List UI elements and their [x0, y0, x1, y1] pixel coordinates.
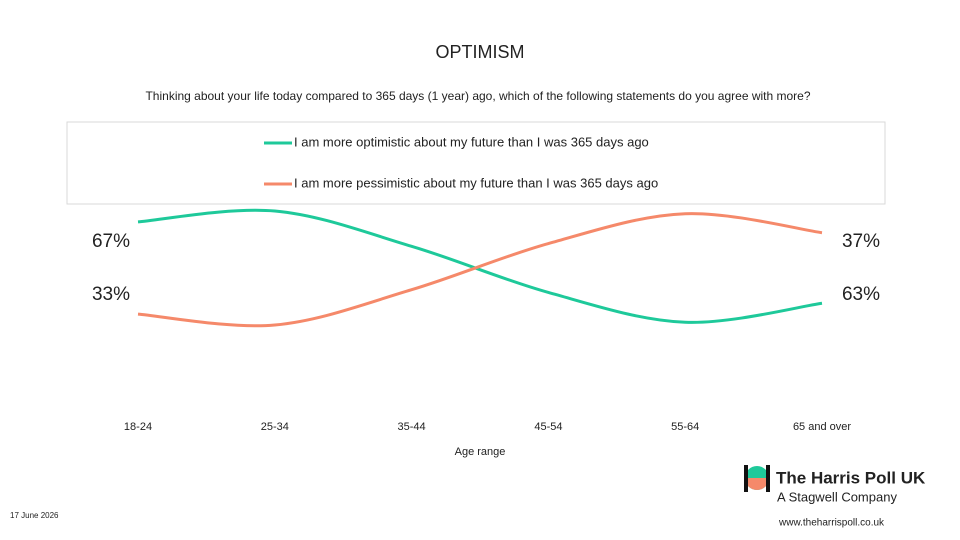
legend-label: I am more pessimistic about my future th… — [294, 175, 658, 190]
logo-icon — [745, 478, 769, 490]
series-line — [137, 212, 823, 328]
brand: The Harris Poll UK — [776, 468, 926, 487]
logo-icon — [744, 465, 748, 492]
legend-label: I am more optimistic about my future tha… — [294, 134, 649, 149]
data-label: 33% — [92, 284, 130, 305]
chart-title: OPTIMISM — [436, 42, 525, 62]
x-tick-label: 35-44 — [398, 421, 426, 433]
x-tick-label: 45-54 — [534, 421, 562, 433]
logo — [744, 465, 770, 492]
legend-box — [66, 121, 886, 205]
series-line — [137, 208, 823, 324]
x-axis-label: Age range — [455, 446, 506, 458]
data-label: 67% — [92, 231, 130, 252]
x-tick-label: 18-24 — [124, 421, 152, 433]
date: 17 June 2026 — [10, 511, 59, 520]
logo-icon — [766, 465, 770, 492]
data-label: 37% — [842, 231, 880, 252]
x-tick-label: 55-64 — [671, 421, 699, 433]
data-label: 63% — [842, 284, 880, 305]
tagline: A Stagwell Company — [777, 489, 897, 504]
x-tick-label: 65 and over — [793, 421, 851, 433]
x-tick-label: 25-34 — [261, 421, 289, 433]
url: www.theharrispoll.co.uk — [778, 518, 885, 529]
chart-subtitle: Thinking about your life today compared … — [145, 89, 810, 103]
